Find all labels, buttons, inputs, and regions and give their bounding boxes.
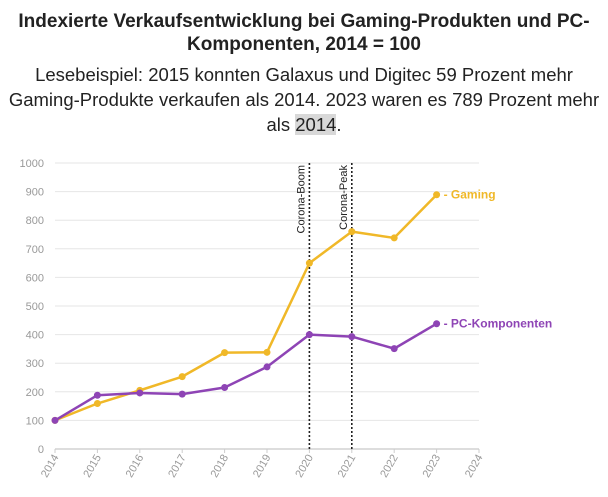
x-tick-label: 2016 bbox=[124, 453, 147, 480]
y-tick-label: 500 bbox=[26, 301, 44, 313]
x-tick-label: 2019 bbox=[251, 453, 274, 480]
x-tick-label: 2018 bbox=[209, 453, 232, 480]
subtitle-text: Lesebeispiel: 2015 konnten Galaxus und D… bbox=[8, 64, 600, 135]
data-point bbox=[263, 363, 271, 371]
x-tick-label: 2022 bbox=[378, 453, 401, 480]
data-point bbox=[433, 191, 441, 199]
x-tick-label: 2015 bbox=[81, 453, 104, 480]
y-tick-label: 0 bbox=[38, 444, 44, 456]
y-tick-label: 700 bbox=[26, 244, 44, 256]
data-point bbox=[305, 331, 313, 339]
series-layer: - Gaming - PC-Komponenten bbox=[51, 188, 553, 424]
data-point bbox=[263, 348, 271, 356]
chart-subtitle: Lesebeispiel: 2015 konnten Galaxus und D… bbox=[0, 62, 608, 137]
y-tick-label: 100 bbox=[26, 415, 44, 427]
y-tick-label: 400 bbox=[26, 330, 44, 342]
data-point bbox=[221, 349, 229, 357]
data-point bbox=[93, 391, 101, 399]
y-tick-label: 1000 bbox=[20, 158, 44, 170]
series-label: - PC-Komponenten bbox=[444, 317, 553, 331]
x-tick-label: 2021 bbox=[336, 453, 359, 480]
data-point bbox=[348, 228, 356, 236]
data-point bbox=[51, 416, 59, 424]
series-line bbox=[54, 322, 438, 422]
data-point bbox=[390, 345, 398, 353]
data-point bbox=[221, 384, 229, 392]
data-point bbox=[390, 234, 398, 242]
event-label: Corona-Peak bbox=[338, 165, 350, 230]
chart-title: Indexierte Verkaufsentwicklung bei Gamin… bbox=[18, 11, 590, 55]
data-point bbox=[178, 373, 186, 381]
data-point bbox=[305, 259, 313, 267]
data-point bbox=[348, 333, 356, 341]
y-tick-label: 300 bbox=[26, 358, 44, 370]
y-tick-label: 900 bbox=[26, 187, 44, 199]
x-tick-label: 2017 bbox=[166, 453, 189, 480]
data-point bbox=[433, 320, 441, 328]
x-tick-label: 2014 bbox=[39, 453, 62, 480]
axis-layer: 0 100 200 300 400 500 600 700 800 900 1000 2014 2015… bbox=[20, 158, 486, 480]
event-label: Corona-Boom bbox=[295, 165, 307, 233]
y-tick-label: 600 bbox=[26, 272, 44, 284]
y-tick-label: 200 bbox=[26, 387, 44, 399]
x-tick-label: 2024 bbox=[463, 453, 486, 480]
x-tick-label: 2020 bbox=[293, 453, 316, 480]
grid-layer bbox=[55, 162, 479, 450]
event-layer: Corona-Boom Corona-Peak bbox=[295, 163, 353, 449]
y-tick-label: 800 bbox=[26, 215, 44, 227]
data-point bbox=[136, 389, 144, 397]
data-point bbox=[178, 390, 186, 398]
subtitle-highlight: 2014 bbox=[295, 114, 337, 135]
data-point bbox=[93, 400, 101, 408]
series-label: - Gaming bbox=[444, 188, 496, 202]
series-line bbox=[54, 193, 438, 422]
subtitle-end: . bbox=[336, 114, 342, 135]
x-tick-label: 2023 bbox=[421, 453, 444, 480]
